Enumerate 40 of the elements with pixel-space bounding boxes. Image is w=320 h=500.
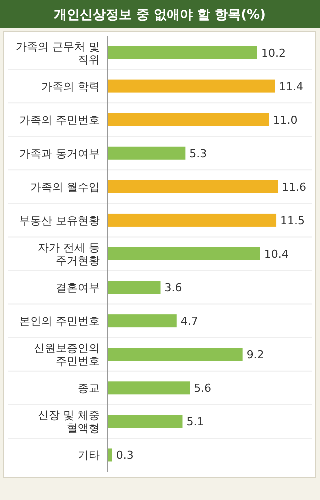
bar [108,448,112,462]
data-label: 4.7 [180,315,198,328]
bar [108,146,186,160]
bar [108,314,177,328]
bar [108,113,270,126]
chart-title: 개인신상정보 중 없애야 할 항목(%) [54,8,266,23]
bar [108,248,260,260]
y-tick-label: 자가 전세 등 주거현황 [38,242,100,268]
data-label: 5.3 [190,147,208,160]
bar [108,281,161,294]
y-tick-label: 본인의 주민번호 [20,315,100,328]
y-tick-label: 결혼여부 [56,282,100,295]
data-label: 10.2 [261,46,286,60]
bar [108,415,183,428]
data-label: 11.4 [279,80,304,94]
data-label: 9.2 [246,348,264,362]
y-tick-label: 가족의 주민번호 [20,114,100,127]
data-label: 5.6 [194,382,212,396]
bar [108,46,258,60]
data-label: 11.5 [280,214,306,228]
data-label: 11.0 [273,114,298,127]
y-tick-label: 가족의 학력 [42,80,100,94]
bar [108,382,190,395]
data-label: 11.6 [282,180,306,194]
y-tick-label: 부동산 보유현황 [20,214,100,228]
y-tick-label: 신장 및 체중 혈액형 [38,409,100,436]
y-tick-label: 신원보증인의 주민번호 [34,342,100,368]
y-tick-label: 가족과 동거여부 [20,147,100,160]
bar [108,348,243,362]
y-tick-label: 가족의 월수입 [30,180,100,194]
y-tick-label: 종교 [78,382,100,396]
y-tick-label: 기타 [78,449,100,462]
data-label: 0.3 [116,449,134,462]
bar [108,180,278,194]
data-label: 3.6 [164,282,182,295]
data-label: 10.4 [264,248,289,261]
y-tick-label: 가족의 근무처 및 직위 [16,40,100,66]
data-label: 5.1 [186,416,204,429]
bar [108,80,276,93]
bar [108,214,277,227]
